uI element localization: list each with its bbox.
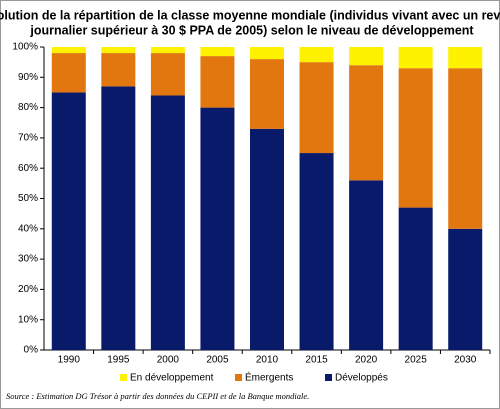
- bar-segment: [150, 53, 185, 96]
- y-tick-label: 50%: [18, 193, 38, 204]
- y-tick-label: 70%: [18, 133, 38, 144]
- bar-segment: [299, 62, 334, 154]
- y-tick-label: 90%: [18, 72, 38, 83]
- x-tick-label: 2020: [355, 355, 378, 366]
- y-tick-label: 100%: [12, 42, 38, 53]
- bar-segment: [299, 153, 334, 350]
- bar-segment: [299, 47, 334, 63]
- x-tick-label: 2015: [305, 355, 328, 366]
- bar-segment: [398, 68, 433, 208]
- bar-segment: [150, 95, 185, 350]
- bar-segment: [150, 47, 185, 54]
- bar-segment: [250, 128, 284, 350]
- y-tick-label: 30%: [18, 254, 38, 265]
- bar-segment: [250, 47, 284, 60]
- legend-swatch: [325, 374, 332, 381]
- y-tick-label: 20%: [18, 284, 38, 295]
- chart-title: journalier supérieur à 30 $ PPA de 2005)…: [29, 23, 474, 37]
- y-tick-label: 60%: [18, 163, 38, 174]
- y-tick-label: 40%: [18, 223, 38, 234]
- bar-segment: [349, 47, 384, 66]
- bar-segment: [200, 56, 235, 108]
- bar-segment: [398, 47, 433, 69]
- bar-segment: [200, 107, 235, 350]
- x-tick-label: 2010: [256, 355, 279, 366]
- bar-segment: [101, 86, 136, 350]
- bar-segment: [51, 53, 86, 93]
- bar-segment: [250, 59, 284, 129]
- bar-segment: [101, 53, 136, 87]
- legend-label: En développement: [130, 373, 214, 384]
- x-tick-label: 2005: [206, 355, 229, 366]
- bar-segment: [448, 228, 483, 350]
- legend-label: Émergents: [245, 371, 293, 384]
- bar-segment: [448, 68, 483, 229]
- source: Source : Estimation DG Trésor à partir d…: [6, 391, 309, 401]
- x-tick-label: 2000: [157, 355, 180, 366]
- y-tick-label: 10%: [18, 314, 38, 325]
- x-tick-label: 2030: [454, 355, 477, 366]
- x-tick-label: 1995: [107, 355, 130, 366]
- bar-segment: [51, 47, 86, 54]
- bar-segment: [51, 92, 86, 350]
- bar-segment: [349, 180, 384, 350]
- bar-segment: [101, 47, 136, 54]
- x-tick-label: 2025: [405, 355, 428, 366]
- bar-segment: [349, 65, 384, 181]
- legend-swatch: [120, 374, 127, 381]
- bar-segment: [448, 47, 483, 69]
- chart-title: Évolution de la répartition de la classe…: [0, 7, 500, 22]
- legend-swatch: [235, 374, 242, 381]
- y-tick-label: 0%: [24, 345, 39, 356]
- x-tick-label: 1990: [58, 355, 81, 366]
- legend-label: Développés: [335, 373, 388, 384]
- y-tick-label: 80%: [18, 102, 38, 113]
- bar-segment: [200, 47, 235, 57]
- bar-segment: [398, 207, 433, 350]
